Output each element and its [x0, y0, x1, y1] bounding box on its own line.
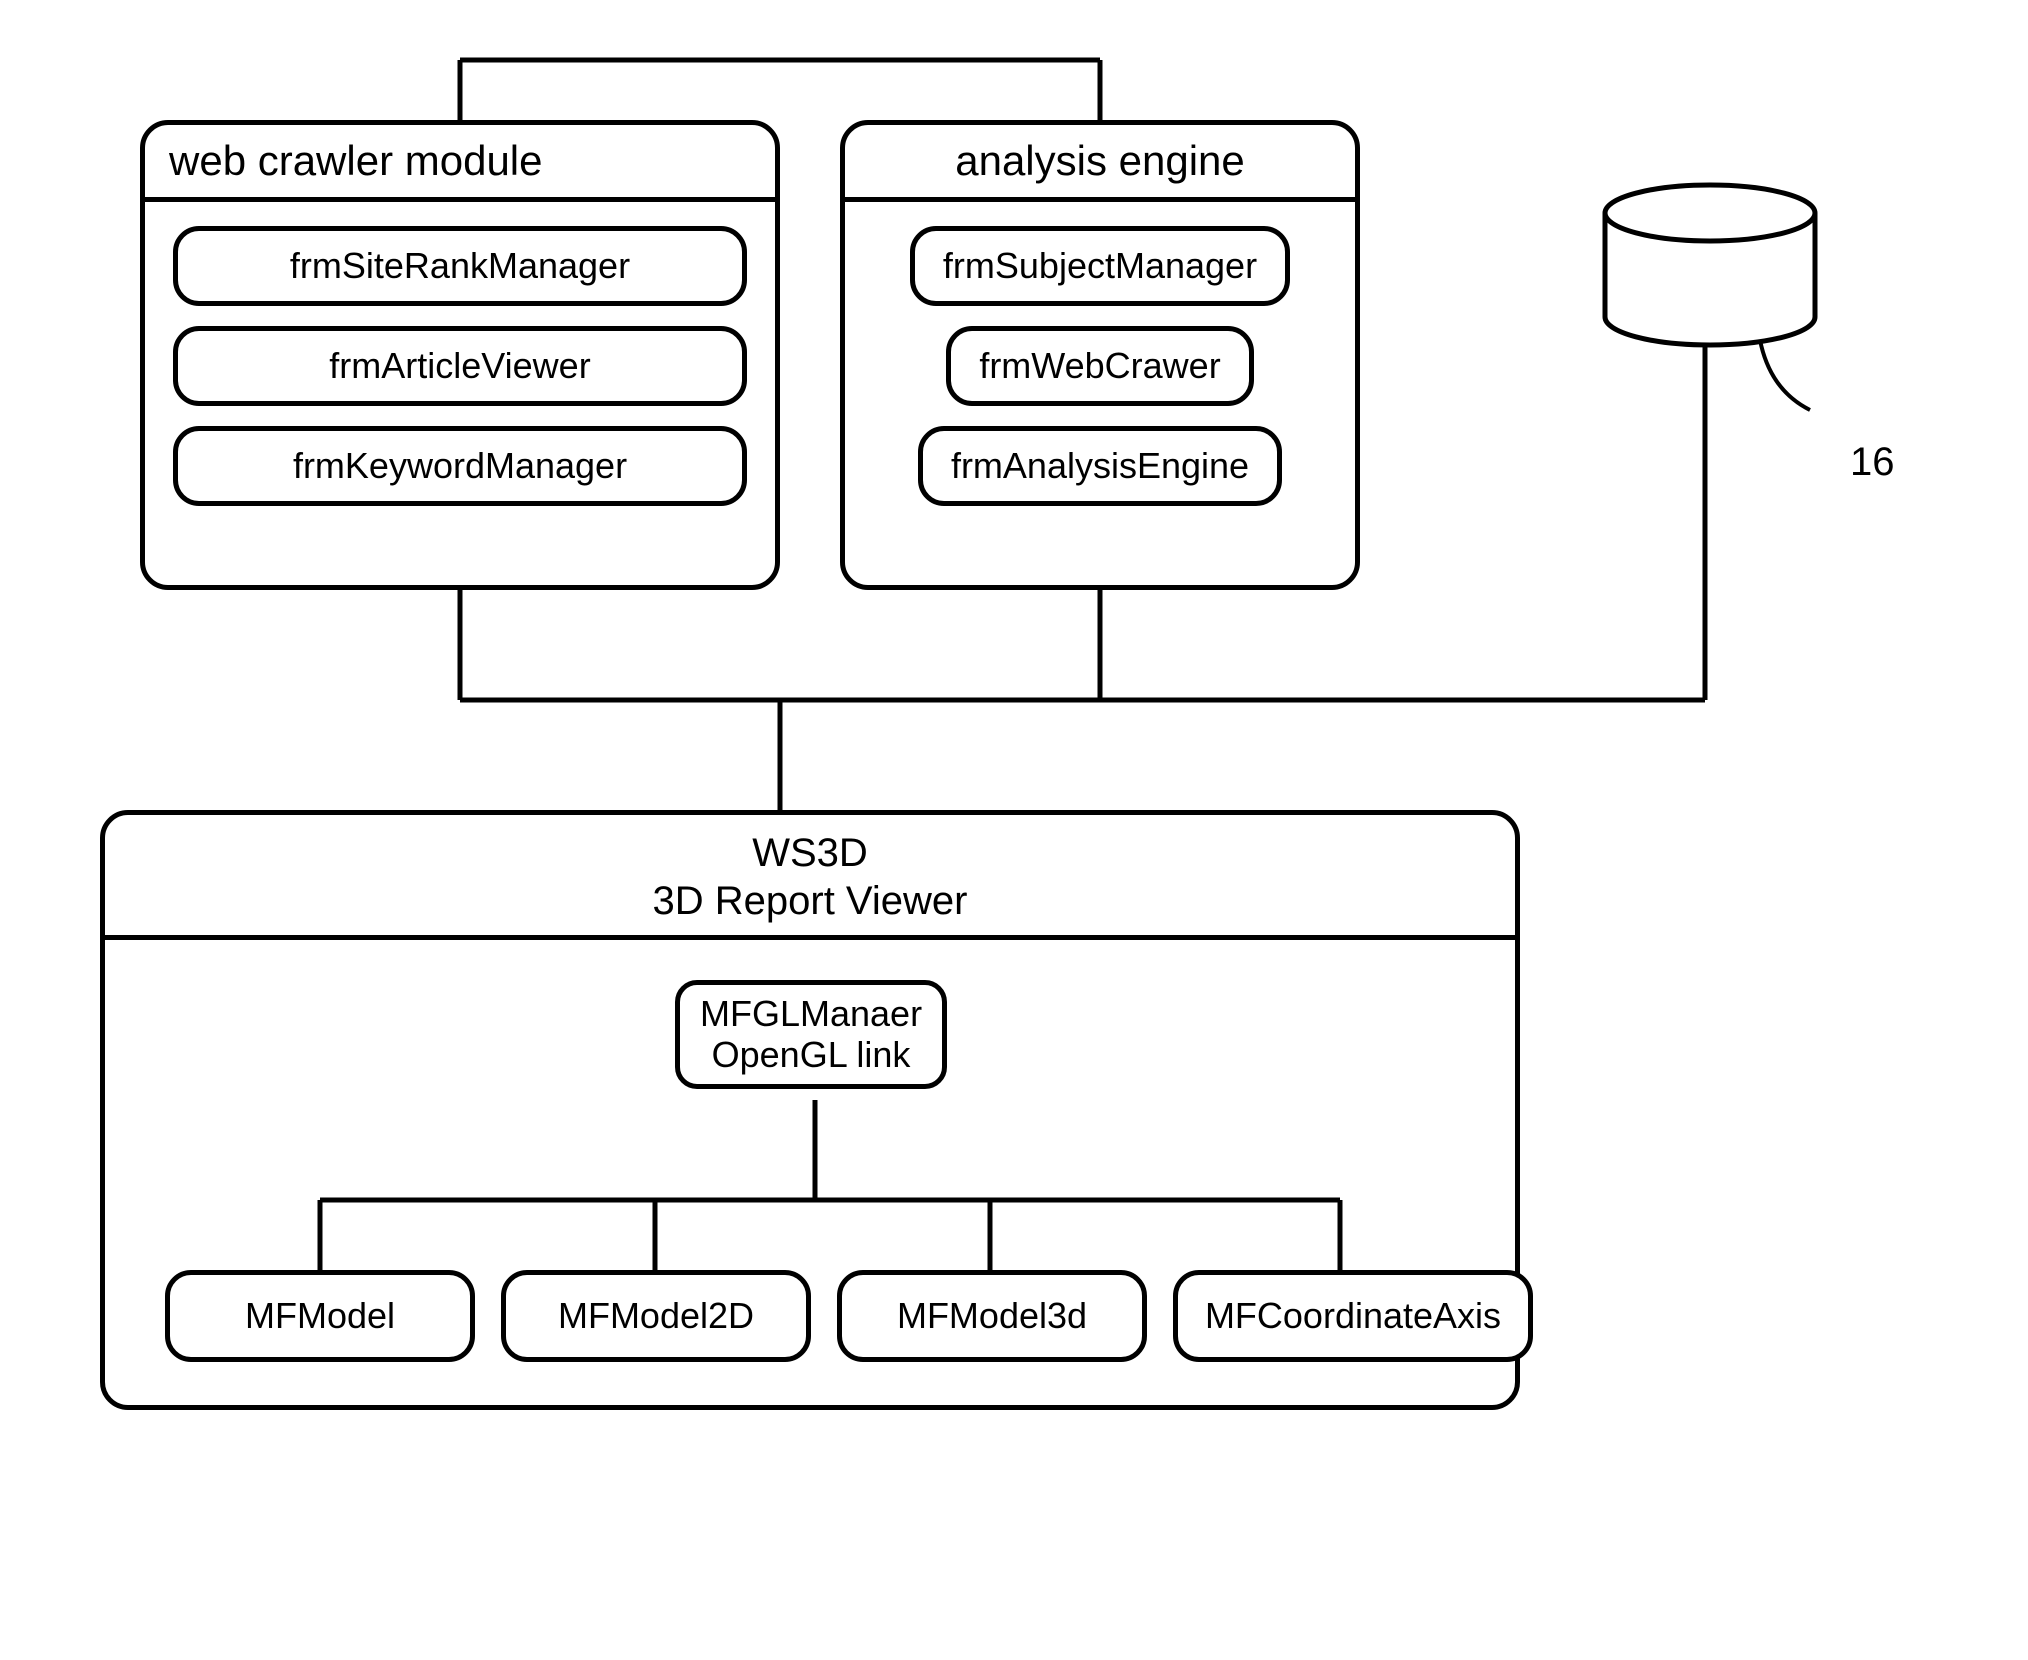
- mf-coordinate-axis: MFCoordinateAxis: [1173, 1270, 1533, 1362]
- database-icon: [1600, 180, 1860, 440]
- database-label: 16: [1850, 440, 1895, 485]
- frm-web-crawer: frmWebCrawer: [946, 326, 1253, 406]
- web-crawler-module: web crawler module frmSiteRankManager fr…: [140, 120, 780, 590]
- frm-site-rank-manager: frmSiteRankManager: [173, 226, 747, 306]
- mf-children-row: MFModel MFModel2D MFModel3d MFCoordinate…: [165, 1270, 1533, 1362]
- architecture-diagram: web crawler module frmSiteRankManager fr…: [40, 40, 1988, 1620]
- report-viewer-module: WS3D 3D Report Viewer MFGLManaer OpenGL …: [100, 810, 1520, 1410]
- frm-article-viewer: frmArticleViewer: [173, 326, 747, 406]
- mf-model-3d: MFModel3d: [837, 1270, 1147, 1362]
- report-title-line1: WS3D: [105, 829, 1515, 877]
- web-crawler-title: web crawler module: [145, 125, 775, 202]
- mfgl-line1: MFGLManaer: [700, 993, 922, 1034]
- mf-model: MFModel: [165, 1270, 475, 1362]
- frm-keyword-manager: frmKeywordManager: [173, 426, 747, 506]
- mfgl-line2: OpenGL link: [700, 1034, 922, 1075]
- mf-model-2d: MFModel2D: [501, 1270, 811, 1362]
- web-crawler-body: frmSiteRankManager frmArticleViewer frmK…: [145, 202, 775, 530]
- frm-analysis-engine: frmAnalysisEngine: [918, 426, 1282, 506]
- mfgl-manager-box: MFGLManaer OpenGL link: [675, 980, 947, 1089]
- report-title-line2: 3D Report Viewer: [105, 877, 1515, 925]
- report-viewer-title: WS3D 3D Report Viewer: [105, 815, 1515, 940]
- frm-subject-manager: frmSubjectManager: [910, 226, 1290, 306]
- analysis-engine-body: frmSubjectManager frmWebCrawer frmAnalys…: [845, 202, 1355, 530]
- analysis-engine-title: analysis engine: [845, 125, 1355, 202]
- report-viewer-body: MFGLManaer OpenGL link MFModel MFModel2D…: [105, 940, 1515, 1400]
- analysis-engine-module: analysis engine frmSubjectManager frmWeb…: [840, 120, 1360, 590]
